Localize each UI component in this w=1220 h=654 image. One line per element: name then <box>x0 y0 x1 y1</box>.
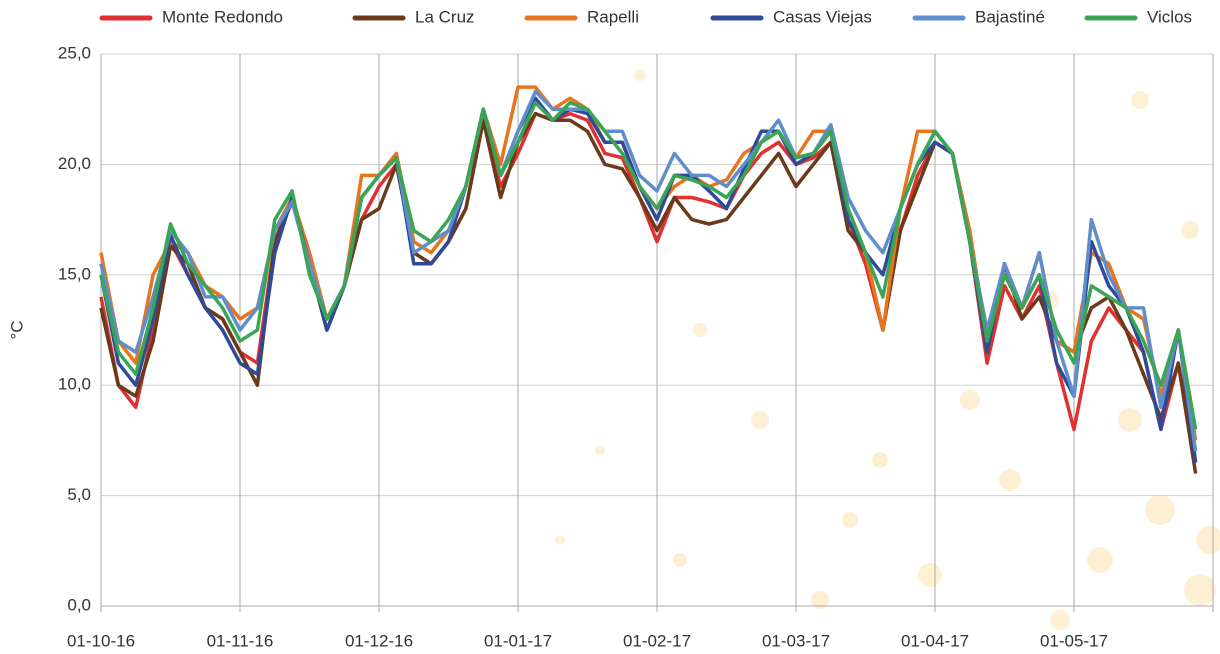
background-dots <box>555 69 1220 630</box>
legend-label: Casas Viejas <box>773 7 872 26</box>
x-tick-label: 01-03-17 <box>762 631 830 650</box>
x-tick-label: 01-10-16 <box>67 631 135 650</box>
series-line <box>99 89 1198 452</box>
x-tick-label: 01-11-16 <box>207 631 274 650</box>
y-tick-label: 15,0 <box>58 264 91 283</box>
x-tick-label: 01-01-17 <box>484 631 552 650</box>
legend-label: Monte Redondo <box>162 7 283 26</box>
x-tick-label: 01-02-17 <box>623 631 691 650</box>
series-line <box>99 85 1198 441</box>
y-tick-label: 25,0 <box>58 43 91 62</box>
legend-label: Bajastiné <box>975 7 1045 26</box>
y-tick-label: 20,0 <box>58 154 91 173</box>
y-tick-label: 0,0 <box>67 595 91 614</box>
x-tick-label: 01-04-17 <box>901 631 969 650</box>
legend-label: Rapelli <box>587 7 639 26</box>
series-line <box>99 100 1198 430</box>
legend-label: La Cruz <box>415 7 475 26</box>
x-tick-label: 01-05-17 <box>1040 631 1108 650</box>
y-tick-label: 10,0 <box>58 375 91 394</box>
x-tick-label: 01-12-16 <box>345 631 413 650</box>
y-axis-label: °C <box>7 320 26 339</box>
legend-label: Viclos <box>1147 7 1192 26</box>
y-tick-label: 5,0 <box>67 485 91 504</box>
